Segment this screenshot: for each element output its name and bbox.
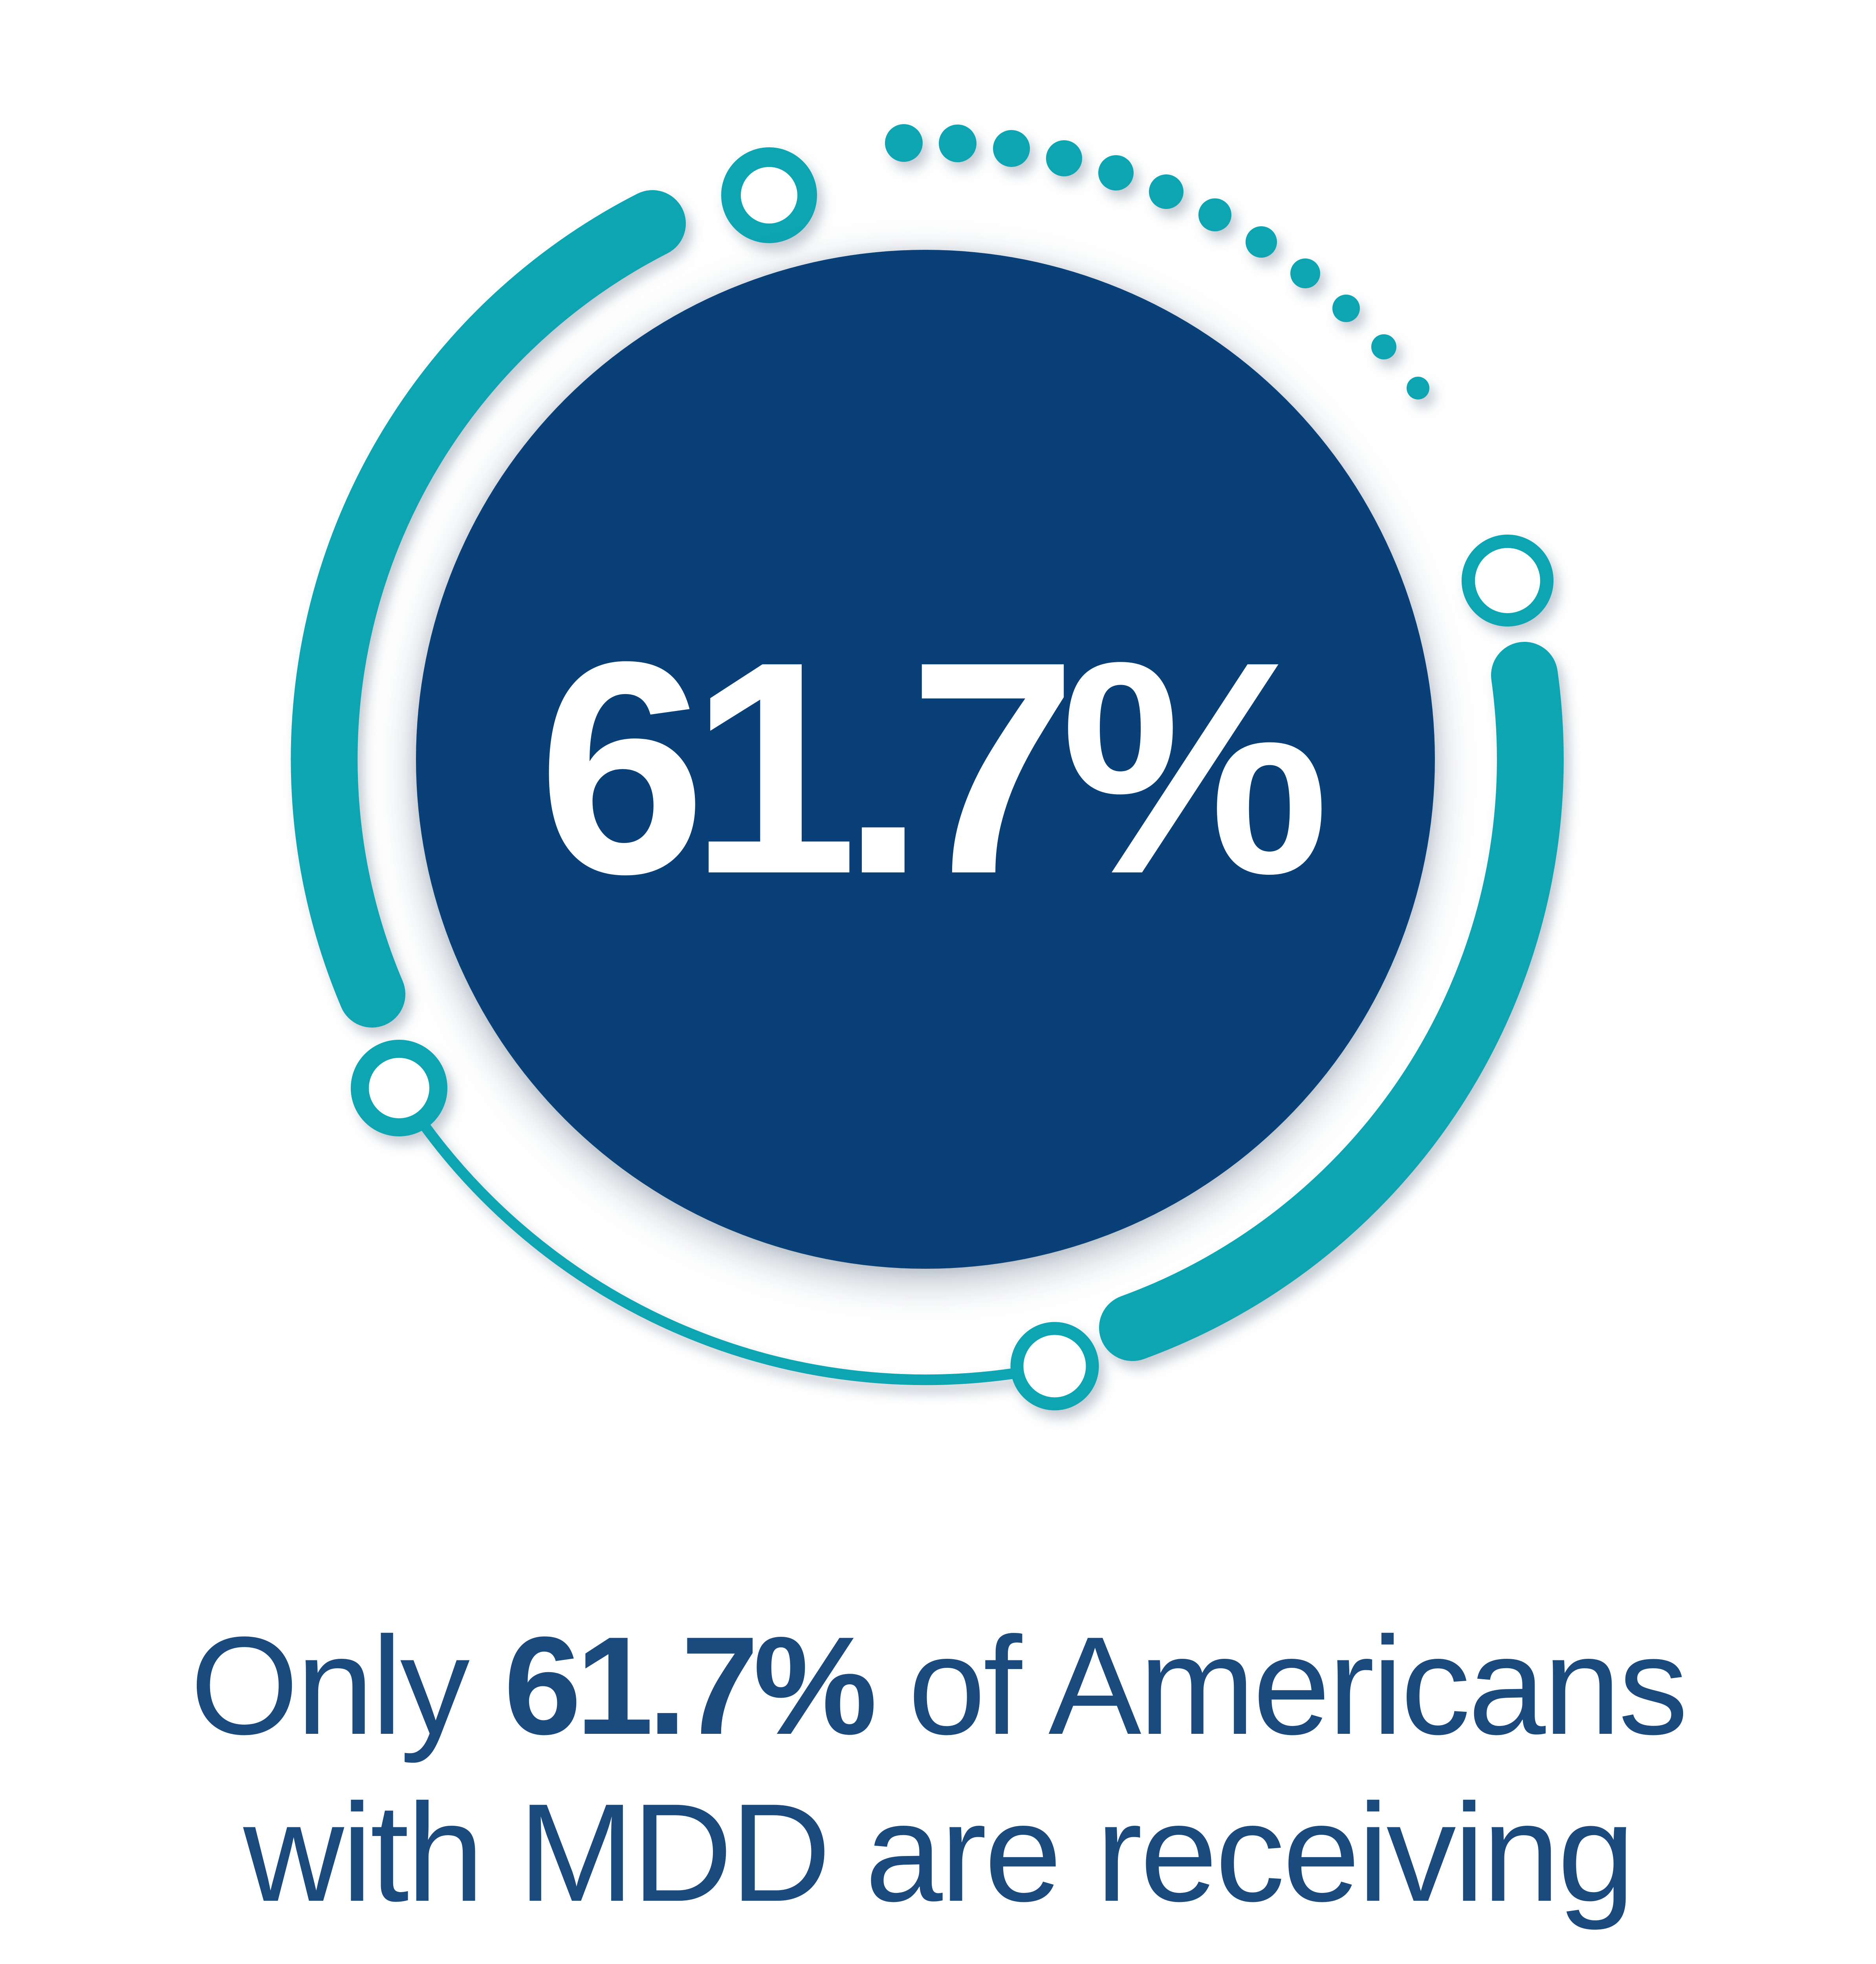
dot-icon <box>993 130 1030 167</box>
dot-icon <box>1046 140 1082 176</box>
dot-icon <box>1371 334 1396 359</box>
stat-value: 61.7% <box>538 599 1325 937</box>
headline: Only 61.7% of Americans with MDD are rece… <box>0 1603 1876 1964</box>
thick-arc-left-icon <box>291 190 686 1028</box>
ring-circle-top-left-icon <box>721 147 817 243</box>
headline-line: with MDD are receiving <box>0 1770 1876 1937</box>
ring-circle-right-icon <box>1462 535 1554 627</box>
thin-arc-bottom-icon <box>394 1085 1056 1385</box>
stat-graphic: 61.7% <box>291 124 1564 1411</box>
dot-icon <box>1198 198 1231 231</box>
dot-icon <box>1246 226 1277 258</box>
thick-arc-right-icon <box>1099 642 1564 1361</box>
dot-icon <box>885 124 923 162</box>
headline-text: with MDD are receiving <box>243 1775 1635 1931</box>
dot-icon <box>1332 295 1360 322</box>
headline-line: treatment. <box>0 1937 1876 1964</box>
ring-circle-bottom-center-icon <box>1010 1322 1099 1411</box>
dotted-arc-icon <box>885 124 1429 399</box>
stat-circle <box>416 250 1435 1269</box>
dot-icon <box>1098 155 1134 191</box>
headline-text: treatment. <box>636 1942 1242 1964</box>
ring-circle-bottom-left-icon <box>351 1040 447 1136</box>
dot-icon <box>1290 258 1320 288</box>
decor-elements <box>291 124 1564 1411</box>
headline-text: Only <box>190 1608 504 1764</box>
dot-icon <box>1407 377 1429 399</box>
headline-line: Only 61.7% of Americans <box>0 1603 1876 1770</box>
headline-stat-bold: 61.7% <box>504 1608 878 1764</box>
stat-graphic-svg: 61.7% <box>291 124 1564 1411</box>
dot-icon <box>939 125 976 162</box>
headline-text: of Americans <box>872 1608 1688 1764</box>
dot-icon <box>1149 174 1183 209</box>
